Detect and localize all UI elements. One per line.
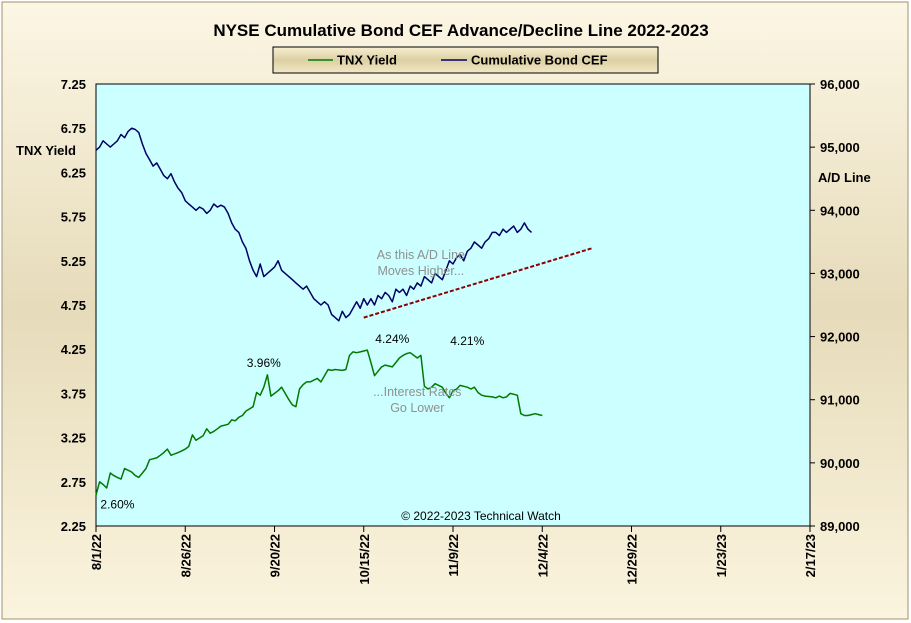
left-tick-label: 3.75	[61, 386, 86, 401]
left-tick-label: 3.25	[61, 431, 86, 446]
series-line-tnx-yield	[95, 349, 543, 496]
x-axis-ticks: 8/1/22 8/26/22 9/20/22 10/15/22 11/9/22 12/4/…	[89, 526, 818, 585]
chart-title: NYSE Cumulative Bond CEF Advance/Decline…	[213, 21, 708, 40]
legend: TNX Yield Cumulative Bond CEF	[272, 46, 659, 74]
left-tick-label: 2.25	[61, 519, 86, 534]
right-tick-label: 91,000	[820, 393, 860, 408]
x-tick-label: 8/26/22	[178, 534, 193, 577]
left-axis-ticks: 7.25 6.75 6.25 5.75 5.25 4.75 4.25 3.75 3.25 2.75…	[61, 77, 86, 534]
annotation-ad-note-line: Moves Higher...	[377, 264, 464, 278]
right-tick-label: 92,000	[820, 330, 860, 345]
right-tick-label: 96,000	[820, 77, 860, 92]
right-tick-label: 93,000	[820, 266, 860, 281]
series-line-cumulative-bond-cef	[95, 127, 533, 322]
right-axis-ticks: 96,000 95,000 94,000 93,000 92,000 91,000 90,0…	[810, 77, 860, 534]
right-tick-label: 90,000	[820, 456, 860, 471]
right-tick-label: 89,000	[820, 519, 860, 534]
annotation-rate-note-line: ...Interest Rates	[373, 385, 461, 399]
left-tick-label: 2.75	[61, 475, 86, 490]
left-tick-label: 6.25	[61, 165, 86, 180]
x-tick-label: 1/23/23	[714, 534, 729, 577]
x-tick-label: 12/4/22	[535, 534, 550, 577]
right-tick-label: 94,000	[820, 203, 860, 218]
x-tick-label: 12/29/22	[625, 534, 640, 585]
left-tick-label: 4.25	[61, 342, 86, 357]
annotations: As this A/D Line Moves Higher... ...Intere…	[100, 248, 484, 511]
left-tick-label: 4.75	[61, 298, 86, 313]
left-tick-label: 5.25	[61, 254, 86, 269]
right-axis-label: A/D Line	[818, 170, 871, 185]
left-axis-label: TNX Yield	[16, 143, 76, 158]
x-tick-label: 8/1/22	[89, 534, 104, 570]
plot-area	[95, 83, 811, 527]
annotation-peak1-label: 3.96%	[247, 356, 281, 370]
right-tick-label: 95,000	[820, 140, 860, 155]
x-tick-label: 9/20/22	[268, 534, 283, 577]
annotation-ad-note-line: As this A/D Line	[377, 248, 465, 262]
left-tick-label: 7.25	[61, 77, 86, 92]
x-tick-label: 11/9/22	[446, 534, 461, 577]
legend-label-tnx: TNX Yield	[337, 53, 397, 68]
annotation-peak2-label: 4.24%	[375, 332, 409, 346]
trend-line	[363, 247, 593, 319]
annotation-peak3-label: 4.21%	[450, 334, 484, 348]
legend-label-cef: Cumulative Bond CEF	[471, 53, 608, 68]
x-tick-label: 2/17/23	[803, 534, 818, 577]
annotation-low-label: 2.60%	[100, 497, 134, 511]
annotation-rate-note-line: Go Lower	[390, 401, 444, 415]
left-tick-label: 5.75	[61, 210, 86, 225]
copyright: © 2022-2023 Technical Watch	[401, 509, 561, 523]
x-tick-label: 10/15/22	[357, 534, 372, 585]
left-tick-label: 6.75	[61, 121, 86, 136]
